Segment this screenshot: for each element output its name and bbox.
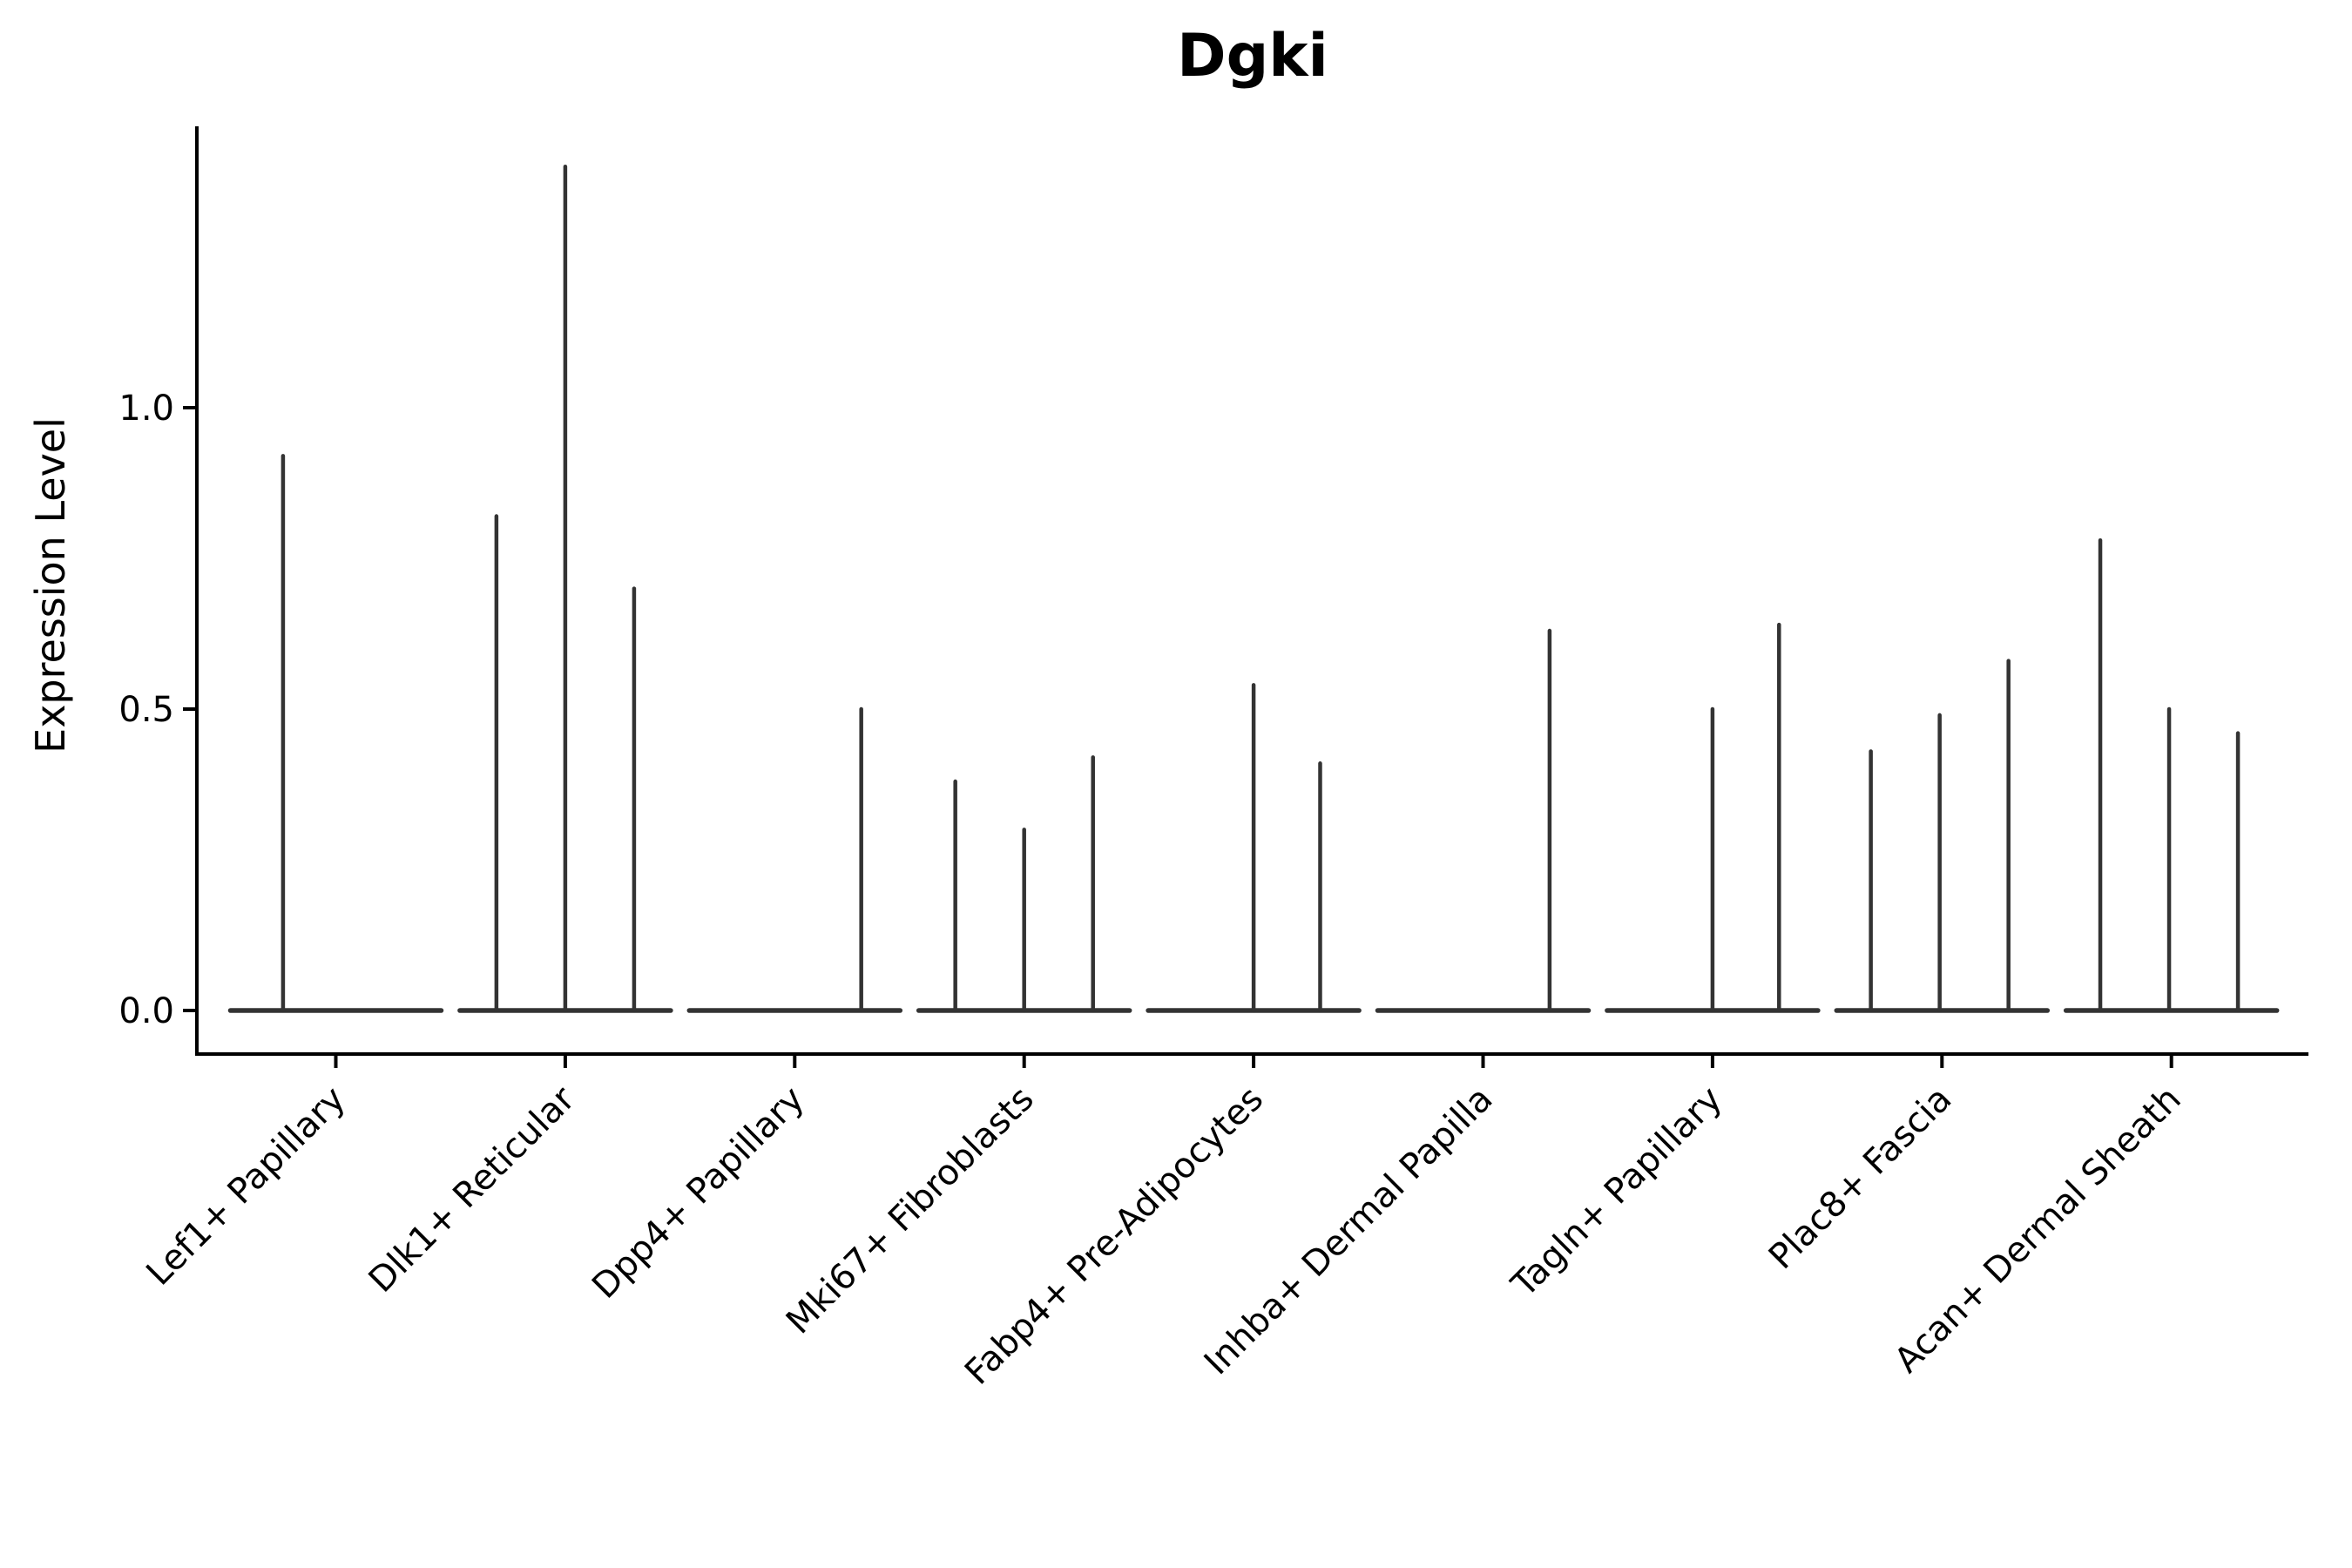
x-tick-label: Dpp4+ Papillary xyxy=(585,1079,812,1307)
x-tick-label: Plac8+ Fascia xyxy=(1761,1079,1960,1278)
y-tick-label: 0.0 xyxy=(118,991,174,1031)
y-tick-label: 0.5 xyxy=(118,690,174,730)
x-tick-label: Tagln+ Papillary xyxy=(1504,1079,1730,1306)
y-tick-label: 1.0 xyxy=(118,389,174,429)
x-tick-label: Lef1+ Papillary xyxy=(139,1079,353,1294)
x-tick-label: Dlk1+ Reticular xyxy=(362,1078,584,1301)
x-tick-label: Mki67+ Fibroblasts xyxy=(779,1079,1042,1342)
chart-title: Dgki xyxy=(1177,22,1328,91)
